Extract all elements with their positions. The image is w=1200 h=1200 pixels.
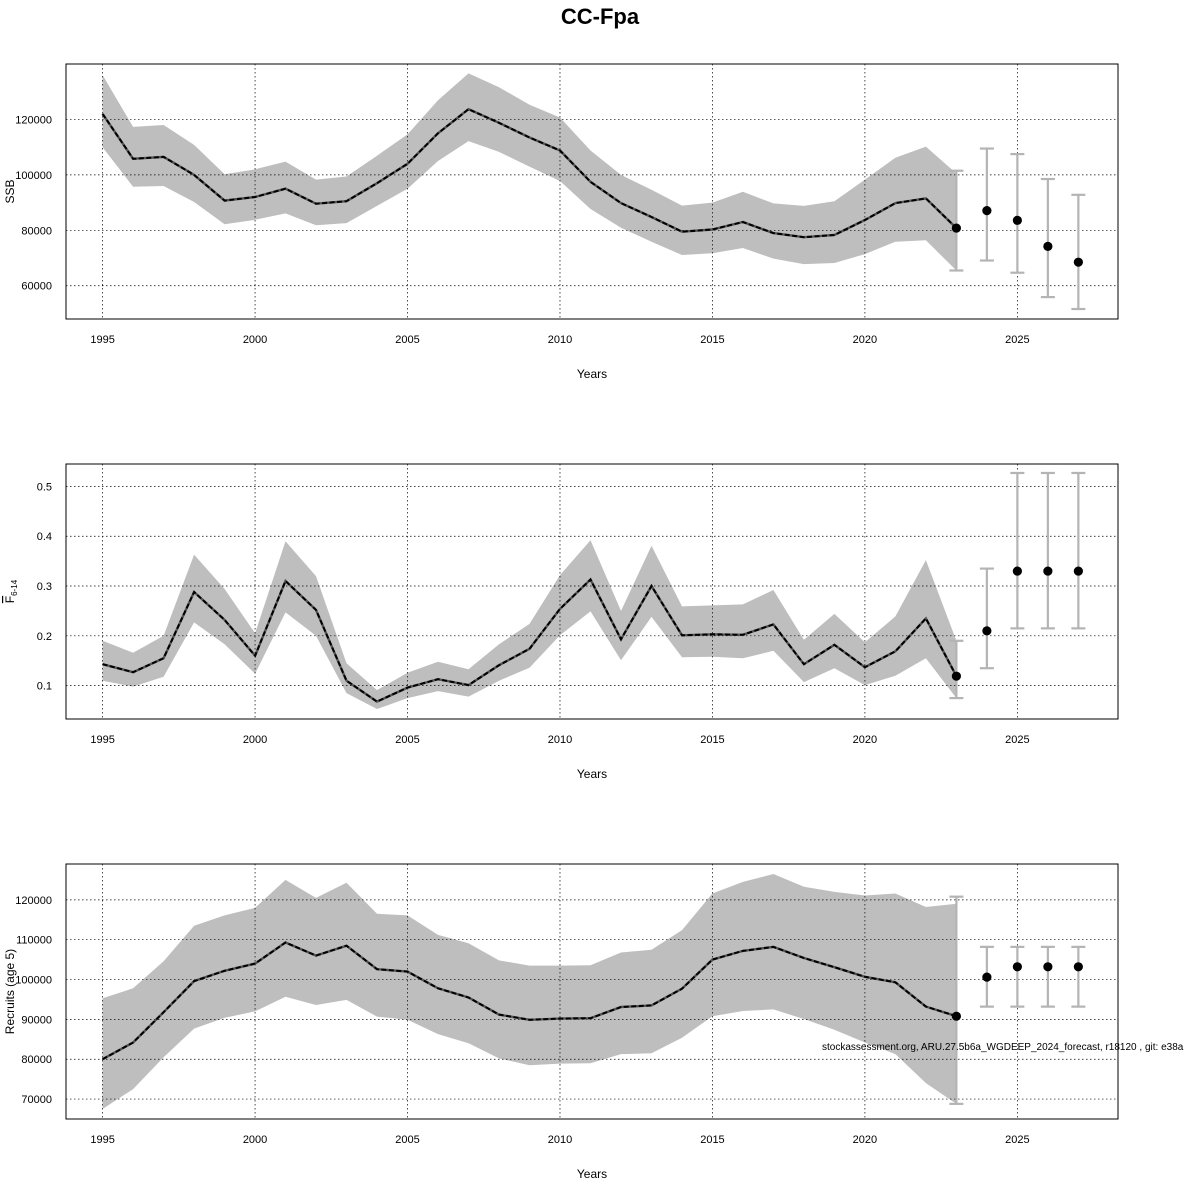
fbar-x-tick-label: 2005 xyxy=(395,734,419,746)
fbar-forecast-point xyxy=(1043,566,1053,576)
ssb-forecast-errorbar xyxy=(1010,152,1025,274)
recruits-forecast-errorbar xyxy=(949,895,964,1105)
recruits-y-tick-label: 100000 xyxy=(15,975,52,987)
fbar-x-tick-label: 2015 xyxy=(700,734,724,746)
fbar-x-tick-label: 2010 xyxy=(548,734,572,746)
ssb-x-tick-label: 2020 xyxy=(853,334,877,346)
recruits-x-tick-label: 2000 xyxy=(243,1134,267,1146)
recruits-y-tick-label: 90000 xyxy=(21,1014,52,1026)
fbar-confidence-band xyxy=(102,540,957,709)
recruits-plot-frame xyxy=(65,863,1119,1120)
ssb-forecast-point xyxy=(1012,215,1022,225)
recruits-y-axis-title: Recruits (age 5) xyxy=(3,949,17,1034)
fbar-forecast-errorbar xyxy=(1071,471,1086,630)
fbar-y-axis-title-subscript: 6-14 xyxy=(10,579,19,596)
fbar-y-tick-label: 0.3 xyxy=(37,581,52,593)
recruits-y-tick-label: 110000 xyxy=(16,935,52,947)
fbar-forecast-errorbar xyxy=(949,639,964,700)
ssb-forecast-errorbar xyxy=(949,169,964,272)
ssb-panel: 1995 2000 2005 2010 2015 2020 2025 60000 80000 10… xyxy=(3,63,1119,381)
ssb-x-tick-label: 2010 xyxy=(548,334,572,346)
recruits-y-tick-label: 70000 xyxy=(21,1094,52,1106)
recruits-forecast-point xyxy=(982,972,992,982)
fbar-y-axis-title-main: F xyxy=(3,596,17,603)
recruits-x-axis-title: Years xyxy=(577,1167,607,1181)
recruits-forecast-point xyxy=(1012,962,1022,972)
fbar-y-axis-title: F6-14 xyxy=(3,579,19,603)
page-title: CC-Fpa xyxy=(561,4,640,29)
recruits-forecast-point xyxy=(1043,962,1053,972)
recruits-x-tick-label: 1995 xyxy=(90,1134,114,1146)
fbar-plot-frame xyxy=(65,463,1119,720)
recruits-x-tick-label: 2005 xyxy=(395,1134,419,1146)
ssb-estimate-line xyxy=(101,108,958,239)
fbar-x-tick-label: 1995 xyxy=(90,734,114,746)
fbar-forecast-point xyxy=(1012,566,1022,576)
recruits-y-tick-label: 120000 xyxy=(15,895,52,907)
recruits-forecast-errorbar xyxy=(1010,945,1025,1008)
ssb-forecast-point xyxy=(951,223,961,233)
ssb-x-tick-label: 2000 xyxy=(243,334,267,346)
ssb-plot-frame xyxy=(65,63,1119,320)
ssb-x-axis-title: Years xyxy=(577,367,607,381)
ssb-y-tick-label: 120000 xyxy=(15,114,52,126)
fbar-forecast-point xyxy=(1073,566,1083,576)
fbar-estimate-line xyxy=(102,577,958,703)
fbar-x-tick-label: 2020 xyxy=(853,734,877,746)
ssb-forecast-point xyxy=(1073,257,1083,267)
ssb-x-tick-label: 1995 xyxy=(90,334,114,346)
ssb-y-tick-label: 100000 xyxy=(15,170,52,182)
footnote: stockassessment.org, ARU.27.5b6a_WGDEEP_… xyxy=(822,1042,1184,1053)
fbar-y-tick-label: 0.4 xyxy=(37,531,52,543)
ssb-x-tick-label: 2025 xyxy=(1005,334,1029,346)
fbar-forecast-point xyxy=(951,671,961,681)
fbar-panel: 1995 2000 2005 2010 2015 2020 2025 0.1 0.2 0.3 0.4… xyxy=(3,463,1119,781)
ssb-forecast-point xyxy=(1043,241,1053,251)
recruits-forecast-errorbar xyxy=(1071,945,1086,1008)
ssb-y-tick-label: 80000 xyxy=(21,225,52,237)
fbar-y-tick-label: 0.5 xyxy=(37,481,52,493)
recruits-x-tick-label: 2025 xyxy=(1005,1134,1029,1146)
recruits-forecast-point xyxy=(1073,962,1083,972)
recruits-y-tick-label: 80000 xyxy=(21,1054,52,1066)
recruits-panel: 1995 2000 2005 2010 2015 2020 2025 70000 80000 90… xyxy=(3,863,1119,1181)
ssb-x-tick-label: 2005 xyxy=(395,334,419,346)
recruits-x-tick-label: 2020 xyxy=(853,1134,877,1146)
recruits-forecast-errorbar xyxy=(1040,945,1055,1008)
ssb-forecast-errorbar xyxy=(1071,193,1086,311)
fbar-forecast-errorbar xyxy=(1010,471,1025,630)
ssb-x-tick-label: 2015 xyxy=(700,334,724,346)
fbar-x-tick-label: 2000 xyxy=(243,734,267,746)
ssb-y-tick-label: 60000 xyxy=(21,281,52,293)
ssb-forecast-errorbar xyxy=(979,147,994,262)
fbar-x-axis-title: Years xyxy=(577,767,607,781)
recruits-confidence-band xyxy=(102,874,957,1109)
recruits-estimate-line xyxy=(102,941,957,1061)
fbar-forecast-errorbar xyxy=(1040,471,1055,630)
ssb-forecast-point xyxy=(982,206,992,216)
recruits-forecast-point xyxy=(951,1011,961,1021)
ssb-forecast-errorbar xyxy=(1040,177,1055,299)
fbar-y-tick-label: 0.2 xyxy=(37,631,52,643)
fbar-forecast-point xyxy=(982,626,992,636)
fbar-y-tick-label: 0.1 xyxy=(37,681,52,693)
recruits-x-tick-label: 2010 xyxy=(548,1134,572,1146)
fbar-x-tick-label: 2025 xyxy=(1005,734,1029,746)
fbar-forecast-errorbar xyxy=(979,567,994,670)
ssb-y-axis-title: SSB xyxy=(3,179,17,203)
recruits-x-tick-label: 2015 xyxy=(700,1134,724,1146)
